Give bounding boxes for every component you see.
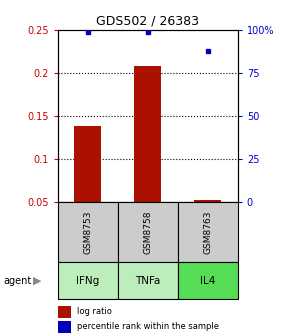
Text: agent: agent — [3, 276, 31, 286]
Bar — [58, 306, 71, 318]
Text: ▶: ▶ — [33, 276, 42, 286]
Bar — [178, 202, 238, 262]
Bar — [118, 262, 178, 299]
Bar — [58, 321, 71, 333]
Text: percentile rank within the sample: percentile rank within the sample — [77, 323, 219, 331]
Bar — [118, 202, 178, 262]
Text: GSM8753: GSM8753 — [84, 210, 93, 254]
Bar — [178, 262, 238, 299]
Bar — [194, 200, 221, 202]
Bar — [75, 126, 102, 202]
Text: IFNg: IFNg — [76, 276, 99, 286]
Text: TNFa: TNFa — [135, 276, 161, 286]
Text: GSM8758: GSM8758 — [143, 210, 153, 254]
Bar — [135, 66, 161, 202]
Text: GSM8763: GSM8763 — [203, 210, 212, 254]
Text: IL4: IL4 — [200, 276, 215, 286]
Text: log ratio: log ratio — [77, 307, 111, 316]
Bar — [58, 262, 118, 299]
Title: GDS502 / 26383: GDS502 / 26383 — [96, 15, 200, 28]
Bar — [58, 202, 118, 262]
